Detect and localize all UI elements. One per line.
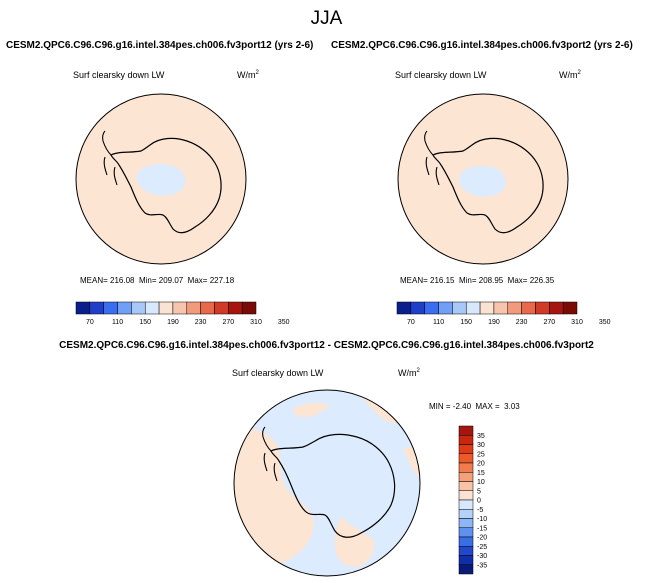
right-colorbar-swatch: [507, 301, 522, 315]
left-colorbar-swatch: [214, 301, 229, 315]
difference-colorbar-swatch: [458, 435, 474, 445]
difference-colorbar-swatch: [458, 481, 474, 491]
difference-stats: MIN = -2.40 MAX = 3.03: [429, 402, 520, 411]
right-colorbar-tick-label: 310: [571, 319, 583, 326]
difference-map-positive-region-south: [334, 517, 375, 567]
left-horizontal-colorbar: 70 110 150 190 230 270 310 350: [75, 301, 290, 326]
left-colorbar-tick-label: 110: [112, 319, 123, 326]
difference-colorbar-swatch: [458, 527, 474, 538]
right-colorbar-tick-label: 230: [516, 319, 528, 326]
left-colorbar-swatch: [75, 301, 91, 315]
right-panel-variable-label: Surf clearsky down LW: [395, 70, 487, 80]
difference-colorbar-tick-label: -15: [477, 525, 487, 532]
left-colorbar-swatch: [172, 301, 188, 315]
left-colorbar-tick-label: 150: [139, 319, 151, 326]
right-panel-units: W/m2: [559, 70, 581, 80]
left-colorbar-swatch: [158, 301, 174, 315]
right-colorbar-swatch: [562, 301, 578, 315]
difference-vertical-colorbar: 35 30 25 20 15 10 5 0 -5 -10 -15 -20 -25 -30 -35: [458, 425, 487, 575]
right-colorbar-swatch: [465, 301, 481, 315]
left-colorbar-tick-label: 310: [250, 319, 262, 326]
left-panel-stats: MEAN= 216.08 Min= 209.07 Max= 227.18: [80, 276, 235, 285]
left-colorbar-tick-label: 230: [195, 319, 207, 326]
difference-polar-map: [233, 389, 421, 577]
difference-colorbar-tick-label: 30: [477, 442, 485, 449]
difference-colorbar-swatch: [458, 462, 474, 473]
difference-units: W/m2: [398, 368, 420, 378]
right-horizontal-colorbar: 70 110 150 190 230 270 310 350: [396, 301, 611, 326]
left-map-cool-anomaly: [136, 164, 186, 196]
difference-colorbar-swatch: [458, 444, 474, 454]
left-colorbar-swatch: [228, 301, 243, 315]
right-colorbar-tick-label: 150: [460, 319, 472, 326]
right-colorbar-tick-label: 190: [488, 319, 500, 326]
left-polar-map: [75, 93, 247, 265]
difference-map-peninsula-coastline: [262, 426, 278, 482]
right-colorbar-swatch: [452, 301, 467, 315]
difference-colorbar-swatch: [458, 425, 474, 436]
left-colorbar-swatch: [103, 301, 118, 315]
right-colorbar-swatch: [479, 301, 495, 315]
difference-colorbar-tick-label: -20: [477, 535, 487, 542]
left-panel-case-title: CESM2.QPC6.C96.C96.g16.intel.384pes.ch00…: [6, 40, 314, 51]
right-colorbar-tick-label: 270: [543, 319, 555, 326]
difference-colorbar-tick-label: 15: [477, 470, 485, 477]
difference-colorbar-swatch: [458, 564, 474, 575]
difference-colorbar-swatch: [458, 518, 474, 528]
difference-colorbar-swatch: [458, 555, 474, 565]
right-panel-case-title: CESM2.QPC6.C96.C96.g16.intel.384pes.ch00…: [331, 40, 633, 51]
difference-colorbar-tick-label: -35: [477, 562, 487, 569]
difference-colorbar-swatch: [458, 546, 474, 556]
left-colorbar-swatch: [144, 301, 160, 315]
difference-colorbar-tick-label: -5: [477, 507, 483, 514]
right-colorbar-swatch: [535, 301, 550, 315]
difference-colorbar-tick-label: 20: [477, 461, 485, 468]
left-panel-units: W/m2: [237, 70, 259, 80]
difference-colorbar-tick-label: 25: [477, 451, 485, 458]
left-panel-variable-label: Surf clearsky down LW: [73, 70, 165, 80]
right-map-cool-anomaly: [458, 166, 506, 197]
right-colorbar-swatch: [493, 301, 509, 315]
right-colorbar-tick-label: 70: [407, 319, 415, 326]
difference-colorbar-tick-label: 5: [477, 488, 481, 495]
right-polar-map: [397, 93, 569, 265]
left-map-peninsula-coastline: [102, 130, 118, 186]
right-colorbar-swatch: [521, 301, 536, 315]
right-colorbar-swatch: [424, 301, 439, 315]
difference-variable-label: Surf clearsky down LW: [232, 368, 324, 378]
difference-colorbar-swatch: [458, 490, 474, 501]
right-map-peninsula-coastline: [424, 130, 440, 186]
left-colorbar-swatch: [186, 301, 201, 315]
left-colorbar-swatch: [241, 301, 257, 315]
left-colorbar-tick-label: 70: [86, 319, 94, 326]
difference-title: CESM2.QPC6.C96.C96.g16.intel.384pes.ch00…: [59, 340, 594, 351]
difference-colorbar-tick-label: -25: [477, 544, 487, 551]
left-colorbar-tick-label: 190: [167, 319, 179, 326]
right-colorbar-swatch: [438, 301, 453, 315]
right-colorbar-tick-label: 110: [433, 319, 444, 326]
difference-colorbar-tick-label: -10: [477, 516, 487, 523]
difference-colorbar-swatch: [458, 472, 474, 482]
difference-colorbar-tick-label: 10: [477, 479, 485, 486]
difference-colorbar-tick-label: 0: [477, 498, 481, 505]
right-colorbar-tick-label: 350: [599, 319, 611, 326]
left-colorbar-swatch: [117, 301, 132, 315]
difference-colorbar-swatch: [458, 509, 474, 519]
left-colorbar-swatch: [131, 301, 146, 315]
right-colorbar-swatch: [410, 301, 425, 315]
left-colorbar-swatch: [200, 301, 215, 315]
left-colorbar-swatch: [89, 301, 104, 315]
figure-title: JJA: [310, 8, 343, 29]
left-colorbar-tick-label: 270: [222, 319, 234, 326]
difference-colorbar-tick-label: 35: [477, 433, 485, 440]
difference-map-positive-region-northwest: [293, 402, 329, 417]
difference-colorbar-swatch: [458, 453, 474, 464]
difference-colorbar-swatch: [458, 536, 474, 547]
right-panel-stats: MEAN= 216.15 Min= 208.95 Max= 226.35: [400, 276, 555, 285]
left-colorbar-tick-label: 350: [278, 319, 290, 326]
right-colorbar-swatch: [549, 301, 564, 315]
difference-colorbar-tick-label: -30: [477, 553, 487, 560]
right-colorbar-swatch: [396, 301, 412, 315]
difference-colorbar-swatch: [458, 499, 474, 510]
